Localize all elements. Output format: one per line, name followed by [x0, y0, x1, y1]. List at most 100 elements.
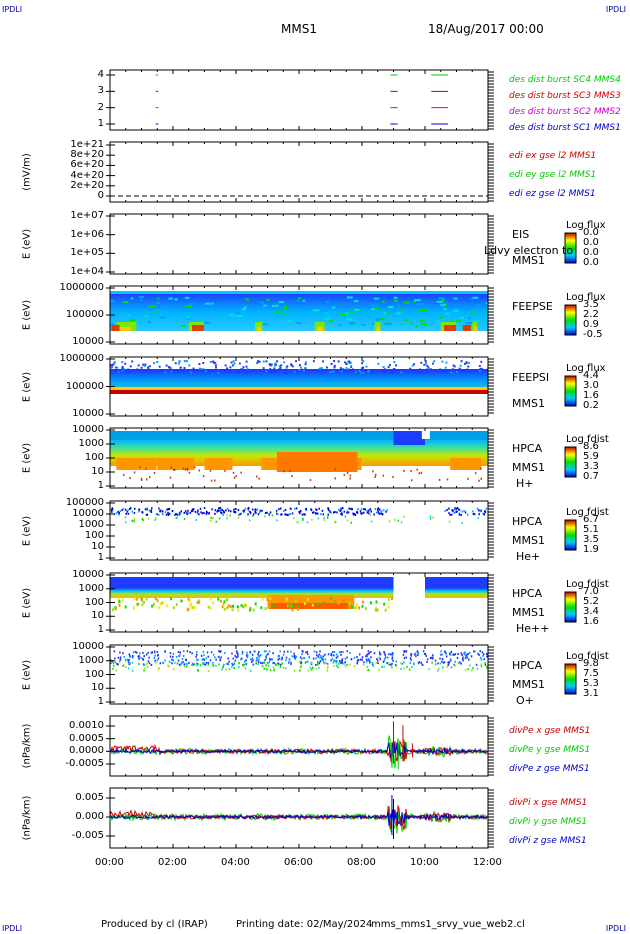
spectrum-cell — [252, 508, 254, 511]
spectrum-cell — [373, 652, 376, 655]
spectrum-cell — [219, 599, 222, 603]
spectrum-cell — [361, 656, 364, 659]
spectrum-cell — [446, 478, 449, 481]
spectrum-cell — [368, 659, 370, 662]
spectrum-cell — [118, 600, 121, 604]
spectrum-cell — [243, 664, 245, 667]
spectrum-cell — [303, 602, 306, 606]
spectrum-cell — [236, 315, 243, 318]
spectrum-cell — [189, 511, 192, 514]
spectrum-cell — [249, 511, 252, 514]
spectrum-cell — [336, 511, 338, 514]
spectrum-cell — [443, 325, 456, 331]
spectrum-cell — [383, 652, 386, 655]
series-line — [109, 742, 489, 760]
spectrum-cell — [111, 510, 113, 513]
spectrum-cell — [377, 362, 380, 365]
spectrum-cell — [279, 666, 282, 669]
spectrum-cell — [317, 517, 319, 520]
spectrum-cell — [249, 606, 252, 610]
spectrum-cell — [415, 370, 418, 373]
spectrum-cell — [195, 519, 198, 522]
spectrum-cell — [285, 366, 288, 369]
spectrum-cell — [382, 660, 385, 663]
spectrum-cell — [179, 366, 182, 369]
spectrum-cell — [273, 364, 276, 367]
spectrum-cell — [198, 513, 200, 516]
spectrum-cell — [126, 658, 129, 661]
spectrum-cell — [367, 370, 370, 373]
y-tick-label: -0.005 — [71, 830, 104, 841]
spectrum-cell — [393, 518, 396, 521]
spectrum-cell — [164, 659, 166, 662]
spectrum-cell — [346, 656, 348, 659]
spectrum-cell — [447, 663, 449, 666]
spectrum-cell — [143, 364, 146, 367]
spectrum-cell — [472, 667, 474, 670]
spectrum-cell — [333, 654, 335, 657]
spectrum-cell — [158, 365, 161, 368]
spectrum-cell — [470, 297, 474, 300]
spectrum-cell — [484, 510, 487, 513]
y-tick-label: 100 — [84, 596, 104, 608]
spectrum-cell — [263, 650, 266, 653]
spectrum-cell — [471, 312, 476, 315]
spectrum-cell — [401, 324, 407, 327]
spectrum-cell — [205, 657, 207, 660]
spectrum-cell — [133, 606, 136, 610]
spectrum-cell — [200, 654, 203, 657]
spectrum-cell — [467, 477, 469, 480]
spectrum-cell — [331, 370, 334, 373]
spectrum-cell — [244, 507, 247, 510]
spectrum-cell — [334, 520, 336, 523]
spectrum-cell — [374, 508, 377, 511]
spectrum-cell — [189, 651, 191, 654]
spectrum-cell — [126, 510, 128, 513]
spectrum-cell — [417, 303, 424, 306]
spectrum-cell — [381, 512, 383, 515]
spectrum-cell — [303, 657, 306, 660]
spectrum-cell — [252, 514, 254, 517]
colorbar — [564, 591, 577, 623]
colorbar-tick-label: 5.3 — [583, 678, 599, 689]
spectrum-cell — [312, 511, 314, 514]
spectrum-cell — [365, 365, 368, 368]
spectrum-cell — [264, 512, 267, 515]
spectrum-cell — [138, 510, 140, 513]
spectrum-cell — [393, 361, 396, 364]
spectrum-cell — [356, 662, 358, 665]
spectrum-cell — [455, 511, 457, 514]
spectrum-cell — [472, 512, 475, 515]
spectrum-cell — [463, 653, 466, 656]
spectrum-cell — [261, 369, 264, 372]
colorbar-title: Log fdist — [566, 507, 609, 518]
colorbar-tick-label: 7.5 — [583, 668, 599, 679]
spectrum-cell — [240, 512, 242, 515]
spectrum-cell — [154, 518, 156, 521]
colorbar-title: Log flux — [566, 292, 606, 303]
spectrum-cell — [257, 306, 262, 309]
spectrum-cell — [450, 371, 453, 374]
spectrum-cell — [256, 475, 258, 478]
spectrum-cell — [240, 471, 242, 474]
spectrum-cell — [485, 308, 488, 311]
spectrum-cell — [383, 368, 386, 371]
spectrum-cell — [376, 508, 379, 511]
colorbar — [564, 663, 577, 695]
legend-entry: edi ey gse l2 MMS1 — [509, 170, 597, 180]
spectrum-cell — [432, 654, 434, 657]
spectrum-cell — [290, 661, 292, 664]
spectrum-cell — [128, 507, 131, 510]
spectrum-cell — [388, 663, 391, 666]
spectrum-cell — [186, 468, 189, 471]
spectrum-cell — [423, 363, 426, 366]
spectrum-cell — [135, 651, 138, 654]
spectrum-cell — [462, 369, 465, 372]
spectrum-cell — [296, 605, 299, 609]
spectrum-cell — [168, 512, 171, 515]
spectrum-cell — [178, 360, 181, 363]
spectrum-cell — [464, 657, 467, 660]
spectrum-cell — [273, 669, 275, 672]
spectrum-cell — [243, 663, 245, 666]
species-label: He++ — [516, 622, 550, 635]
